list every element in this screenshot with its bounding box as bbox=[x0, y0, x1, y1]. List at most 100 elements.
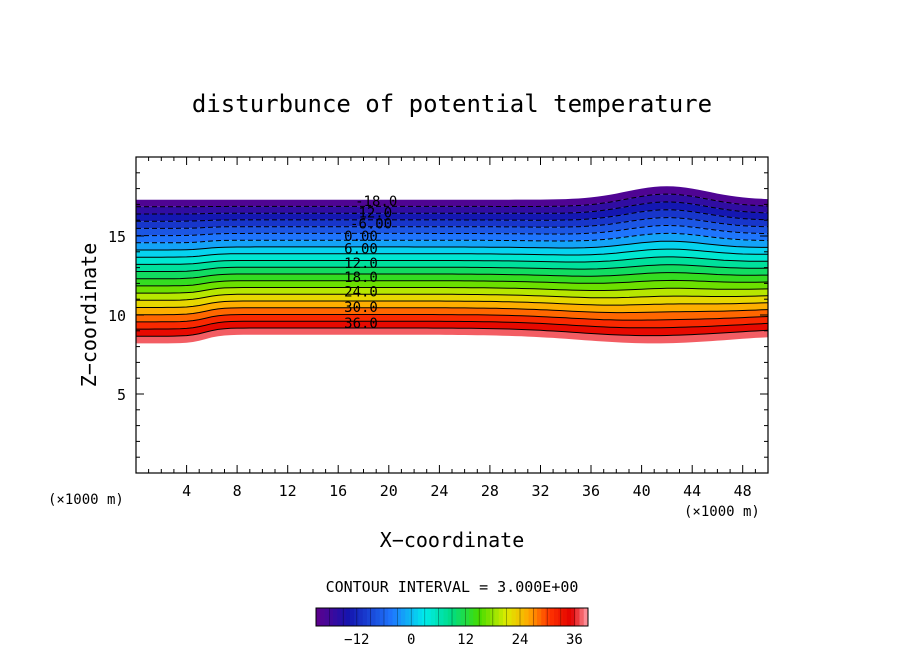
y-axis-ticks: 5 10 15 bbox=[108, 172, 768, 458]
x-tick-label: 4 bbox=[182, 482, 191, 500]
colorbar-cell bbox=[481, 608, 487, 626]
colorbar-cell bbox=[464, 608, 470, 626]
colorbar-cell bbox=[503, 608, 508, 626]
colorbar-cell bbox=[469, 608, 474, 626]
colorbar-cell bbox=[554, 608, 559, 626]
colorbar-cell bbox=[532, 608, 538, 626]
colorbar-cell bbox=[358, 608, 364, 626]
colorbar-cell bbox=[375, 608, 381, 626]
colorbar-cell bbox=[566, 608, 572, 626]
colorbar-cell bbox=[579, 608, 585, 626]
colorbar-cell bbox=[524, 608, 529, 626]
colorbar-cell bbox=[515, 608, 521, 626]
colorbar-cell bbox=[388, 608, 393, 626]
colorbar-cell bbox=[520, 608, 525, 626]
y-tick-label: 5 bbox=[117, 386, 126, 404]
colorbar-frame bbox=[315, 607, 589, 627]
contour-line bbox=[136, 224, 768, 237]
colorbar-cell bbox=[371, 608, 376, 626]
colorbar-cell bbox=[545, 608, 551, 626]
contour-line bbox=[136, 193, 768, 208]
contour-line bbox=[136, 287, 768, 294]
contour-band bbox=[136, 328, 768, 344]
x-tick-label: 48 bbox=[734, 482, 752, 500]
contour-band bbox=[136, 307, 768, 322]
colorbar-cell bbox=[345, 608, 351, 626]
colorbar-cell bbox=[409, 608, 415, 626]
contour-label: 6.00 bbox=[344, 242, 378, 258]
contour-line bbox=[136, 232, 768, 244]
colorbar-cell bbox=[443, 608, 449, 626]
x-tick-label: 40 bbox=[633, 482, 651, 500]
colorbar-cell bbox=[418, 608, 423, 626]
contour-line bbox=[136, 300, 768, 308]
contour-label: -6.00 bbox=[350, 216, 392, 232]
colorbar-cell bbox=[549, 608, 555, 626]
colorbar-cell bbox=[426, 608, 432, 626]
x-tick-label: 20 bbox=[380, 482, 398, 500]
x-unit-right: (×1000 m) bbox=[684, 504, 760, 520]
colorbar-cell bbox=[477, 608, 483, 626]
colorbar-cell bbox=[316, 608, 321, 626]
colorbar-cell bbox=[379, 608, 385, 626]
contour-label: 12.0 bbox=[344, 256, 378, 272]
x-tick-label: 24 bbox=[430, 482, 448, 500]
colorbar-cell bbox=[562, 608, 568, 626]
colorbar-cell bbox=[413, 608, 419, 626]
colorbar-cell bbox=[384, 608, 389, 626]
y-tick-label: 15 bbox=[108, 228, 126, 246]
contour-line bbox=[136, 209, 768, 222]
x-tick-label: 44 bbox=[683, 482, 701, 500]
x-tick-label: 36 bbox=[582, 482, 600, 500]
contour-line bbox=[136, 327, 768, 337]
contour-line bbox=[136, 272, 768, 280]
colorbar-tick-label: 36 bbox=[566, 632, 583, 648]
colorbar-cell bbox=[328, 608, 334, 626]
x-unit-left: (×1000 m) bbox=[48, 492, 124, 508]
x-tick-label: 16 bbox=[329, 482, 347, 500]
contour-label: 36.0 bbox=[344, 316, 378, 332]
colorbar-cell bbox=[452, 608, 457, 626]
contour-label: -18.0 bbox=[355, 194, 397, 210]
colorbar-tick-label: −12 bbox=[344, 632, 369, 648]
contour-line-layer bbox=[136, 193, 768, 337]
x-axis-label: X−coordinate bbox=[380, 528, 525, 552]
colorbar-cell bbox=[571, 608, 576, 626]
x-tick-label: 28 bbox=[481, 482, 499, 500]
contour-line bbox=[136, 264, 768, 272]
colorbar-cell bbox=[575, 608, 580, 626]
colorbar-cell bbox=[498, 608, 504, 626]
colorbar-cell bbox=[320, 608, 325, 626]
colorbar-cell bbox=[367, 608, 372, 626]
contour-line bbox=[136, 248, 768, 258]
x-tick-label: 12 bbox=[279, 482, 297, 500]
colorbar-cell bbox=[537, 608, 542, 626]
colorbar-cell bbox=[494, 608, 500, 626]
contour-line bbox=[136, 217, 768, 229]
colorbar-tick-label: 0 bbox=[407, 632, 415, 648]
colorbar-cell bbox=[583, 608, 589, 626]
contour-interval-text: CONTOUR INTERVAL = 3.000E+00 bbox=[326, 578, 579, 596]
colorbar-cell bbox=[541, 608, 546, 626]
contour-label: 24.0 bbox=[344, 284, 378, 300]
contour-label: 18.0 bbox=[344, 270, 378, 286]
colorbar-cell bbox=[430, 608, 436, 626]
contour-line bbox=[136, 307, 768, 316]
x-tick-label: 8 bbox=[233, 482, 242, 500]
contour-line bbox=[136, 201, 768, 215]
contour-label: 0.00 bbox=[344, 229, 378, 245]
contour-line bbox=[136, 256, 768, 265]
colorbar-labels: −12 0 12 24 36 bbox=[344, 632, 583, 648]
colorbar-cell bbox=[396, 608, 402, 626]
contour-line bbox=[136, 314, 768, 323]
colorbar-cell bbox=[460, 608, 466, 626]
x-axis-ticks: 4 8 12 16 20 24 28 32 36 40 44 48 bbox=[148, 157, 756, 500]
colorbar-cell bbox=[337, 608, 342, 626]
contour-line bbox=[136, 293, 768, 301]
colorbar-cell bbox=[392, 608, 398, 626]
contour-line bbox=[136, 279, 768, 287]
contour-band bbox=[136, 321, 768, 337]
contour-label: 30.0 bbox=[344, 300, 378, 316]
x-tick-label: 32 bbox=[531, 482, 549, 500]
